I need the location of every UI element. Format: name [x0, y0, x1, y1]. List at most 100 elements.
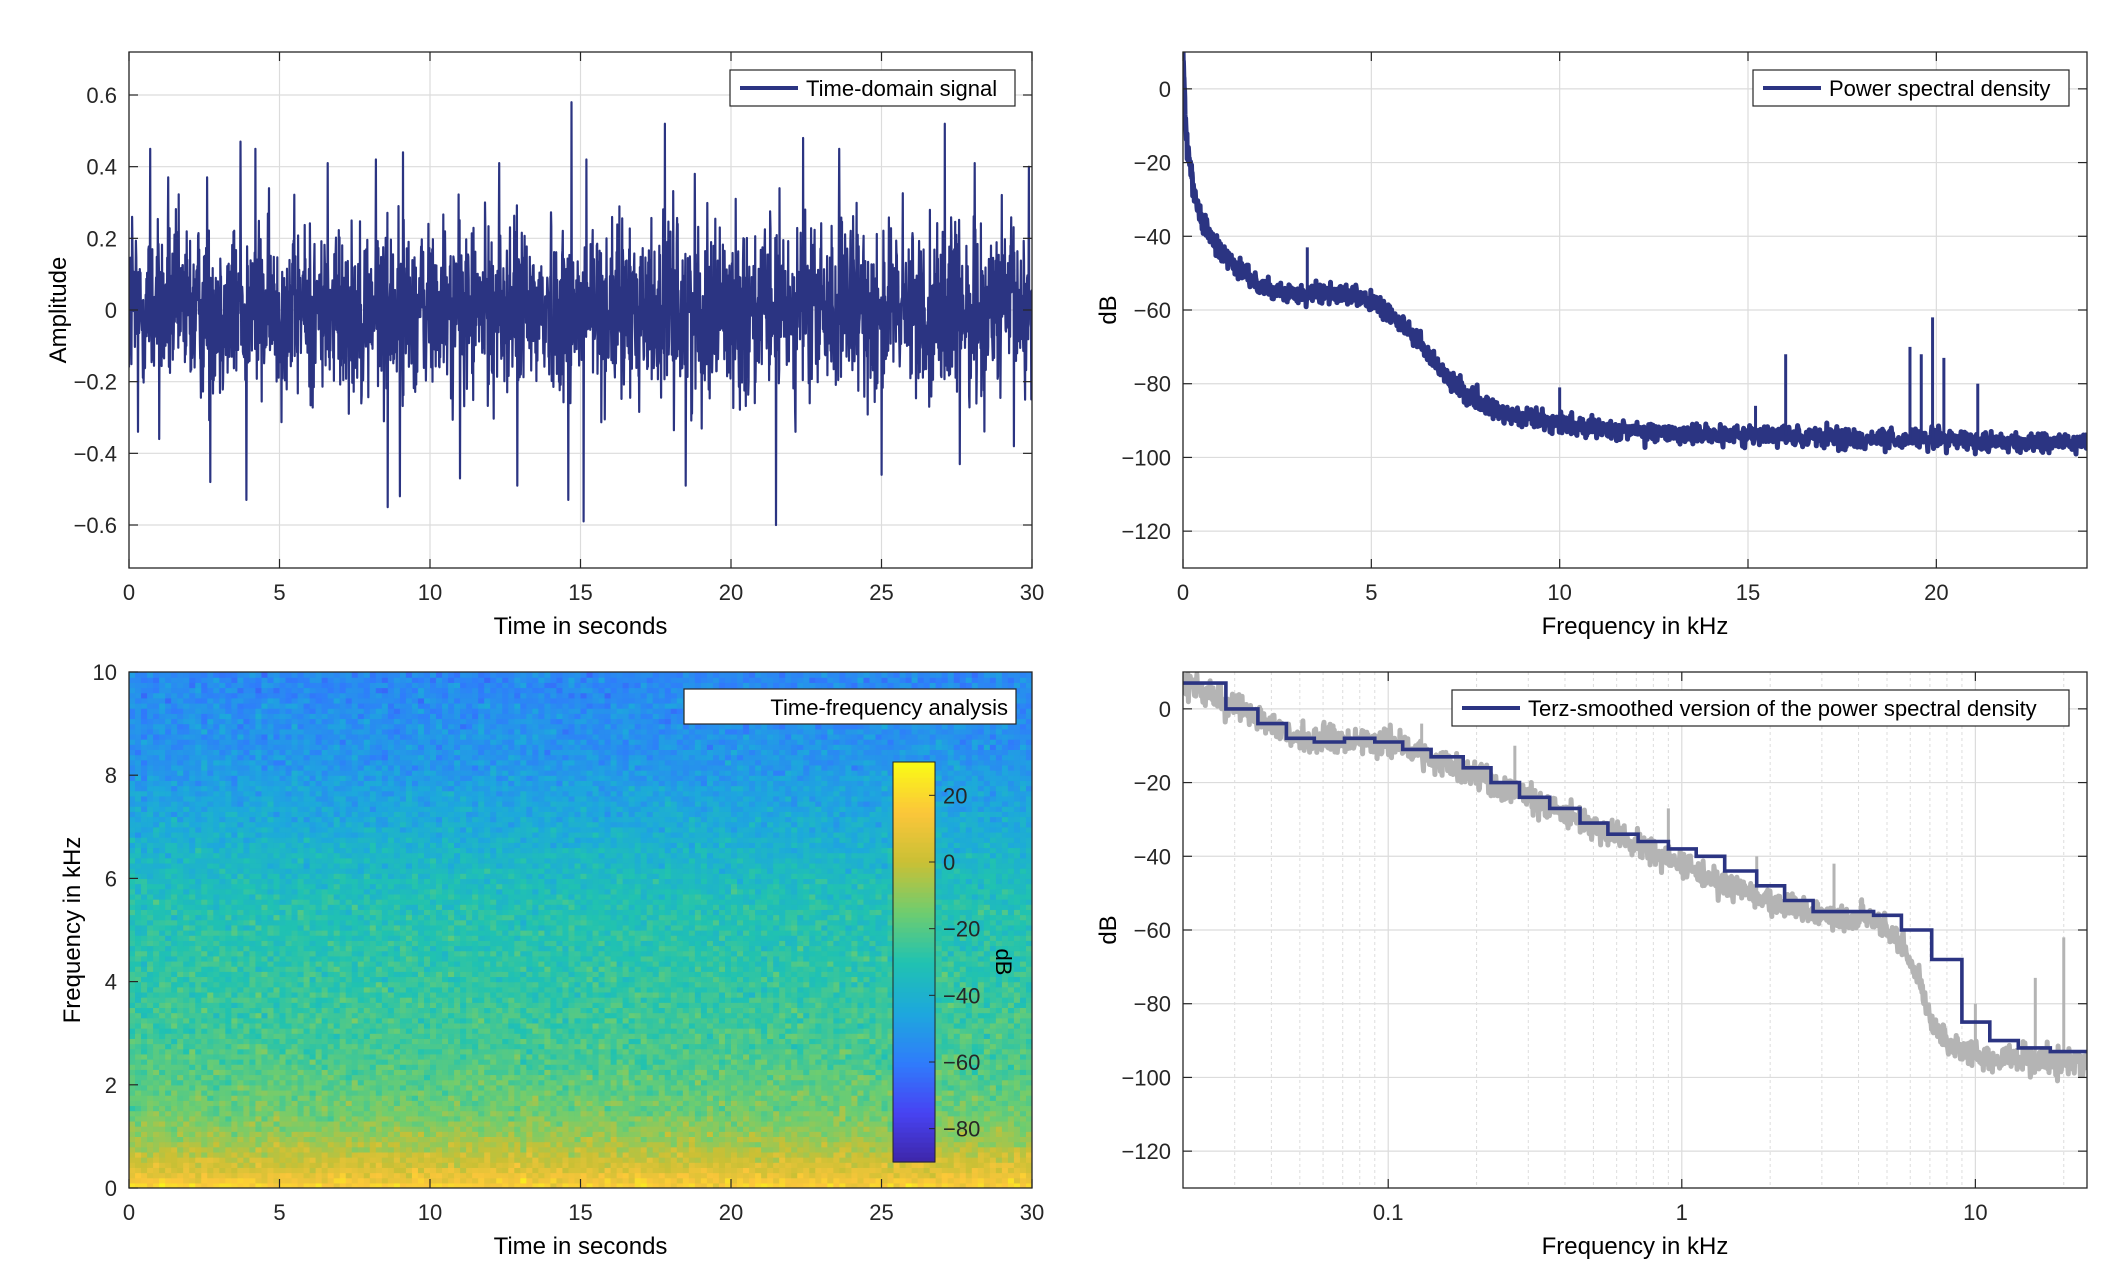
spectrogram-cell	[460, 1172, 467, 1179]
spectrogram-cell	[297, 1033, 305, 1039]
spectrogram-cell	[147, 1089, 154, 1096]
spectrogram-cell	[460, 1177, 467, 1184]
spectrogram-cell	[243, 1172, 250, 1179]
spectrogram-cell	[321, 1069, 329, 1076]
spectrogram-cell	[616, 1151, 624, 1158]
spectrogram-cell	[556, 1028, 564, 1034]
y-tick-label: 0	[1159, 77, 1171, 102]
spectrogram-cell	[387, 1120, 395, 1127]
spectrogram-cell	[935, 1182, 943, 1188]
spectrogram-cell	[219, 1064, 226, 1070]
spectrogram-cell	[989, 1177, 997, 1184]
spectrogram-cell	[387, 1079, 395, 1086]
spectrogram-cell	[315, 1079, 323, 1086]
spectrogram-cell	[255, 1059, 263, 1065]
spectrogram-cell	[574, 1131, 582, 1137]
spectrogram-cell	[1007, 1074, 1015, 1081]
spectrogram-cell	[935, 1177, 943, 1184]
spectrogram-cell	[436, 1136, 443, 1143]
spectrogram-cell	[791, 1079, 798, 1086]
spectrogram-cell	[977, 1182, 985, 1188]
spectrogram-cell	[243, 1089, 250, 1096]
spectrogram-cell	[129, 1038, 136, 1045]
spectrogram-cell	[971, 1064, 979, 1070]
spectrogram-cell	[592, 1136, 600, 1143]
spectrogram-cell	[363, 1136, 371, 1143]
spectrogram-cell	[755, 1079, 762, 1086]
spectrogram-cell	[129, 1095, 136, 1101]
spectrogram-cell	[297, 1136, 305, 1143]
spectrogram-cell	[568, 1162, 576, 1168]
spectrogram-cell	[827, 1177, 834, 1184]
spectrogram-cell	[550, 1043, 558, 1050]
spectrogram-cell	[628, 1177, 636, 1184]
spectrogram-cell	[141, 1120, 148, 1127]
spectrogram-cell	[135, 1069, 142, 1076]
spectrogram-cell	[201, 1022, 208, 1029]
spectrogram-cell	[345, 1017, 353, 1024]
spectrogram-cell	[496, 1095, 503, 1101]
spectrogram-cell	[339, 1182, 347, 1188]
spectrogram-cell	[664, 1120, 672, 1127]
spectrogram-cell	[363, 1157, 371, 1163]
spectrogram-cell	[737, 1162, 744, 1168]
spectrogram-cell	[851, 1120, 859, 1127]
spectrogram-cell	[147, 1157, 154, 1163]
spectrogram-cell	[249, 1151, 257, 1158]
spectrogram-cell	[273, 1074, 281, 1081]
spectrogram-cell	[562, 1131, 570, 1137]
spectrogram-cell	[839, 1033, 846, 1039]
x-tick-label: 5	[1365, 580, 1377, 605]
spectrogram-cell	[791, 1151, 798, 1158]
spectrogram-cell	[556, 1084, 564, 1091]
spectrogram-cell	[309, 1033, 317, 1039]
spectrogram-cell	[345, 1177, 353, 1184]
spectrogram-cell	[851, 1084, 859, 1091]
spectrogram-cell	[375, 1048, 383, 1055]
spectrogram-cell	[297, 1157, 305, 1163]
spectrogram-cell	[887, 1115, 895, 1122]
spectrogram-cell	[267, 1126, 275, 1132]
spectrogram-cell	[496, 1177, 503, 1184]
spectrogram-cell	[478, 1089, 485, 1096]
spectrogram-cell	[568, 1141, 576, 1148]
spectrogram-cell	[333, 1182, 341, 1188]
spectrogram-cell	[249, 1100, 257, 1107]
spectrogram-cell	[460, 1162, 467, 1168]
spectrogram-cell	[809, 1177, 816, 1184]
spectrogram-cell	[502, 1100, 509, 1107]
spectrogram-cell	[574, 1182, 582, 1188]
spectrogram-cell	[971, 1141, 979, 1148]
spectrogram-cell	[658, 1167, 666, 1174]
spectrogram-cell	[821, 1136, 828, 1143]
spectrogram-cell	[508, 1064, 515, 1070]
spectrogram-cell	[219, 1177, 226, 1184]
spectrogram-cell	[201, 1177, 208, 1184]
spectrogram-cell	[315, 1089, 323, 1096]
spectrogram-cell	[261, 1028, 269, 1034]
spectrogram-cell	[213, 1105, 220, 1112]
spectrogram-cell	[851, 1157, 859, 1163]
spectrogram-cell	[405, 1048, 413, 1055]
spectrogram-cell	[1013, 1167, 1021, 1174]
spectrogram-cell	[556, 1151, 564, 1158]
spectrogram-cell	[171, 1131, 178, 1137]
spectrogram-cell	[201, 1126, 208, 1132]
spectrogram-cell	[508, 1110, 515, 1117]
spectrogram-cell	[514, 1167, 521, 1174]
spectrogram-cell	[586, 1053, 594, 1060]
spectrogram-cell	[393, 1074, 401, 1081]
spectrogram-cell	[580, 1053, 588, 1060]
spectrogram-cell	[135, 1100, 142, 1107]
spectrogram-cell	[411, 1120, 419, 1127]
spectrogram-cell	[712, 1038, 720, 1045]
spectrogram-cell	[490, 1162, 497, 1168]
spectrogram-cell	[363, 1126, 371, 1132]
spectrogram-cell	[195, 1053, 202, 1060]
spectrogram-cell	[755, 1182, 762, 1188]
spectrogram-cell	[309, 1095, 317, 1101]
spectrogram-cell	[369, 1064, 377, 1070]
spectrogram-cell	[327, 1095, 335, 1101]
spectrogram-cell	[947, 1084, 955, 1091]
spectrogram-cell	[375, 1079, 383, 1086]
